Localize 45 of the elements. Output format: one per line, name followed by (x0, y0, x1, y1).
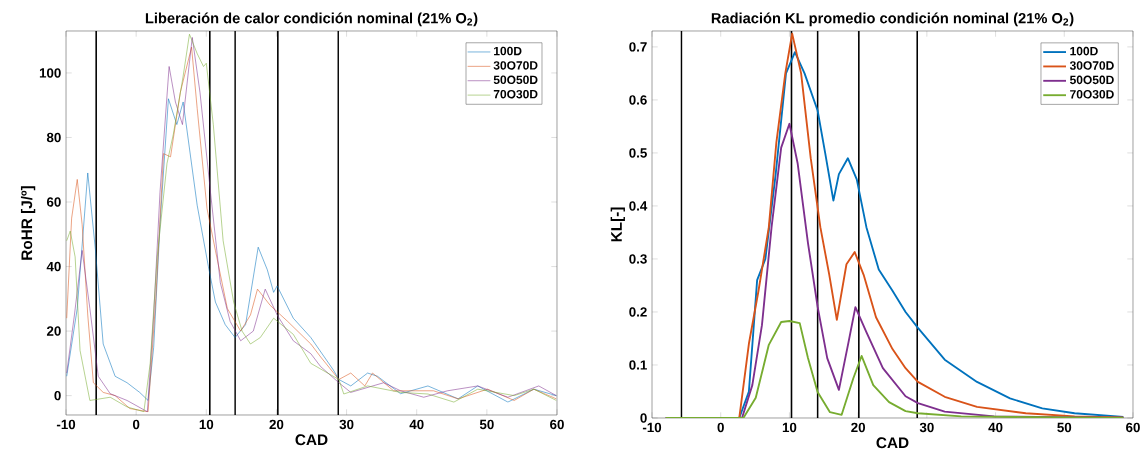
x-tick-label: 60 (1126, 422, 1140, 433)
x-tick-label: 10 (782, 422, 797, 433)
y-tick-label: 0.4 (629, 201, 648, 211)
y-tick-label: 80 (46, 132, 61, 143)
x-tick-label: 0 (132, 419, 140, 430)
x-tick-label: 30 (919, 422, 934, 433)
y-tick-label: 0.2 (629, 307, 647, 317)
y-tick-label: 40 (46, 261, 61, 272)
x-tick-label: -10 (56, 419, 76, 430)
legend-label: 50O50D (493, 75, 538, 85)
x-tick-label: 60 (550, 419, 564, 430)
y-tick-label: 0.5 (629, 148, 647, 158)
legend-label: 100D (494, 46, 522, 56)
line-series (66, 98, 557, 403)
line-series (664, 320, 1125, 418)
y-tick-label: 20 (46, 326, 61, 336)
legend-label: 70O30D (1070, 90, 1114, 99)
y-tick-label: 0.6 (629, 95, 647, 105)
y-tick-label: 100 (39, 68, 61, 78)
x-tick-label: 10 (199, 419, 214, 430)
x-tick-label: -10 (642, 422, 662, 433)
x-tick-label: 30 (339, 419, 354, 430)
x-axis-title: CAD (876, 437, 909, 449)
legend-label: 70O30D (493, 89, 538, 99)
y-tick-label: 0 (54, 390, 61, 401)
x-tick-label: 20 (851, 422, 866, 433)
y-tick-label: 0.3 (629, 254, 647, 264)
y-tick-label: 0.7 (629, 42, 647, 52)
x-tick-label: 50 (1057, 422, 1072, 433)
legend-label: 30O70D (1069, 61, 1114, 70)
chart-title: Radiación KL promedio condición nominal (21% O$_{2}$) (711, 12, 1074, 27)
x-axis-title: CAD (295, 434, 328, 446)
y-axis-title: KL[-] (610, 207, 625, 242)
y-tick-label: 0.1 (629, 360, 647, 370)
legend-label: 50O50D (1069, 75, 1114, 85)
x-tick-label: 20 (269, 419, 284, 430)
x-tick-label: 40 (988, 422, 1003, 433)
y-tick-label: 60 (46, 197, 61, 207)
legend-label: 100D (1070, 46, 1098, 56)
legend-label: 30O70D (493, 61, 538, 70)
x-tick-label: 0 (717, 422, 724, 433)
x-tick-label: 50 (479, 419, 494, 430)
x-tick-label: 40 (409, 419, 424, 430)
y-axis-title: RoHR [J/º] (20, 186, 36, 260)
chart-title: Liberación de calor condición nominal (21% O$_{2}$) (145, 12, 478, 27)
